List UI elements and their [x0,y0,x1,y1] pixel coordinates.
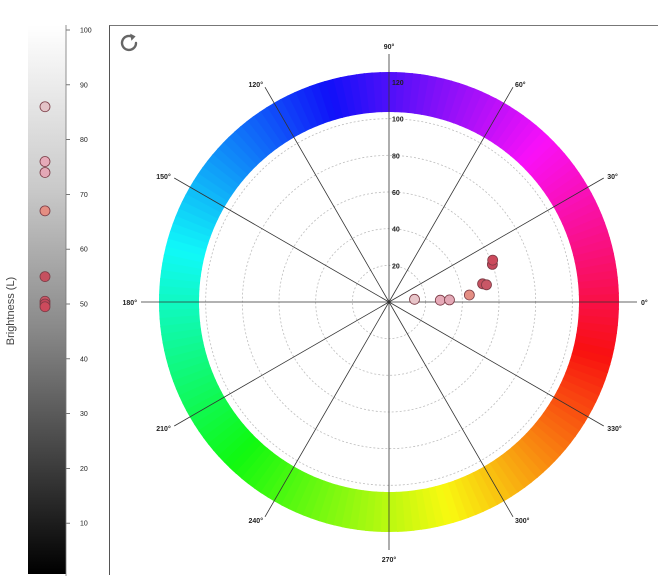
angle-tick-label: 270° [382,556,397,564]
angle-tick-label: 0° [641,299,648,307]
brightness-tick-label: 60 [80,247,88,254]
angle-tick-label: 180° [123,299,138,307]
color-point[interactable] [434,294,446,306]
angle-tick-label: 30° [607,173,618,181]
angle-tick-label: 210° [156,425,171,433]
brightness-tick-label: 30 [80,411,88,418]
hue-ring [159,72,619,532]
radial-tick-label: 120 [392,80,404,87]
brightness-tick-label: 40 [80,356,88,363]
brightness-tick-label: 50 [80,302,88,309]
angle-spoke [174,177,390,303]
angle-spoke [388,177,604,303]
brightness-tick-label: 90 [80,82,88,89]
radial-tick-label: 20 [392,263,400,270]
angle-tick-label: 300° [515,517,530,525]
angle-spoke [388,301,604,427]
radial-tick-label: 60 [392,190,400,197]
radial-tick-label: 100 [392,117,404,124]
angle-spoke [174,301,390,427]
angle-tick-label: 90° [384,43,395,51]
hue-chroma-panel [109,25,658,575]
color-point[interactable] [481,279,492,291]
brightness-point [39,101,51,113]
brightness-point [39,301,51,313]
brightness-point [39,271,51,283]
brightness-axis: 100 90 80 70 60 50 40 30 20 10 [39,25,92,576]
angle-spoke [264,87,390,303]
radial-tick-label: 80 [392,153,400,160]
brightness-tick-label: 20 [80,466,88,473]
brightness-tick-label: 100 [80,28,92,35]
brightness-tick-label: 70 [80,192,88,199]
color-point[interactable] [487,254,499,266]
angle-tick-label: 120° [249,81,264,89]
radial-tick-label: 40 [392,227,400,234]
brightness-point [39,167,51,178]
brightness-tick-label: 80 [80,137,88,144]
angle-spoke [388,87,514,303]
color-point[interactable] [463,289,475,301]
angle-tick-label: 330° [607,425,622,433]
refresh-icon[interactable] [117,31,141,55]
brightness-tick-label: 10 [80,521,88,528]
angle-tick-label: 240° [249,517,264,525]
color-point[interactable] [444,294,455,306]
color-point[interactable] [409,293,420,305]
angle-tick-label: 150° [156,173,171,181]
brightness-point [39,156,51,167]
angle-spoke [388,301,514,517]
brightness-point [39,205,51,217]
angle-tick-label: 60° [515,81,526,89]
angle-spoke [264,301,390,517]
